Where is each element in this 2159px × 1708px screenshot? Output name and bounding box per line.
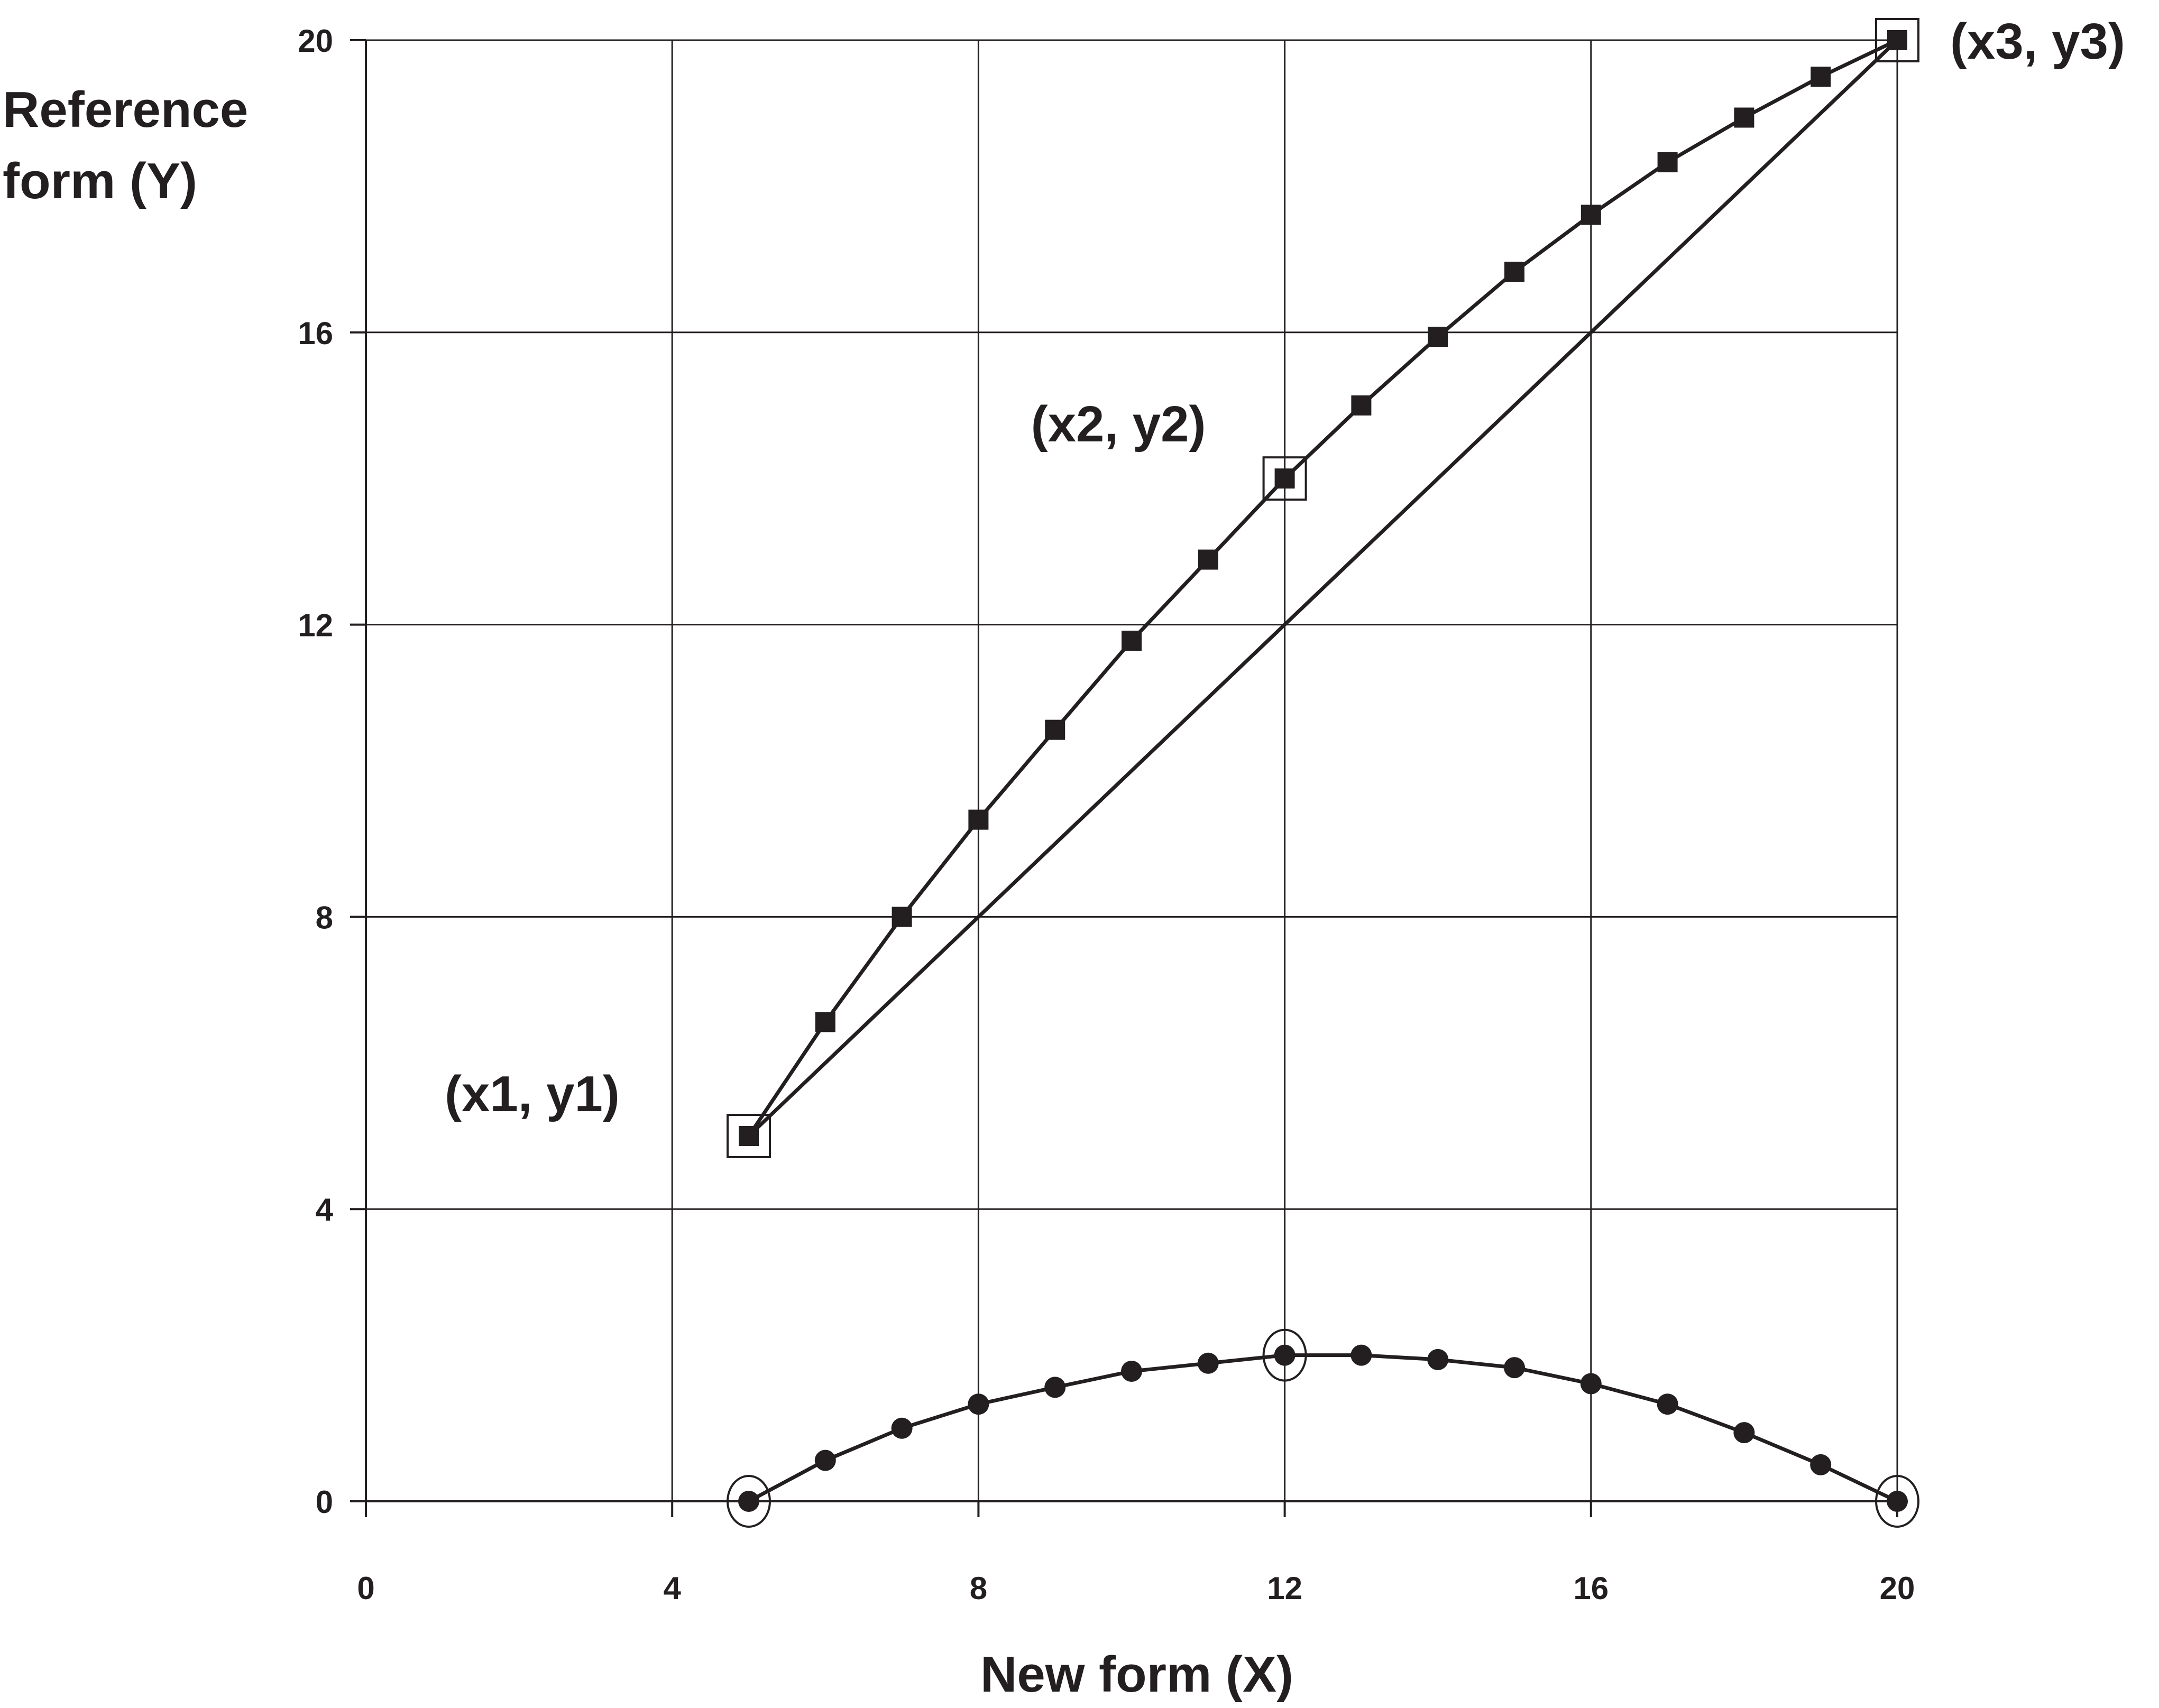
circle-marker [1733,1422,1755,1444]
highlight-circle [1262,1328,1307,1382]
circle-marker [1887,1491,1908,1512]
square-marker [739,1126,759,1146]
series [747,38,1899,1503]
square-marker [1428,327,1448,347]
highlight-box [1875,18,1919,62]
square-marker [892,907,912,927]
circle-marker [1580,1373,1602,1395]
square-marker [1887,30,1907,50]
circle-marker [1427,1349,1449,1370]
square-marker [1198,549,1218,570]
y-tick-label: 16 [298,316,333,351]
square-marker [968,809,989,830]
series-2-line [748,1353,1898,1503]
point-label: (x1, y1) [445,1066,620,1122]
x-tick-label: 12 [1267,1571,1302,1606]
square-marker [1122,631,1142,651]
circle-marker [891,1417,913,1439]
x-tick-label: 8 [970,1571,987,1606]
square-marker [1351,395,1372,416]
square-marker [1274,468,1295,489]
circle-marker [1810,1454,1832,1475]
square-marker [815,1012,835,1032]
y-tick-label: 12 [298,608,333,643]
point-label: (x2, y2) [1031,396,1206,453]
highlight-circle [1875,1475,1919,1528]
labels: (x1, y1) (x2, y2) (x3, y3) [445,13,2125,1122]
circle-marker [814,1450,836,1471]
grid [366,39,1898,1501]
square-marker [1045,719,1065,740]
circle-marker [1504,1357,1525,1379]
y-tick-label: 20 [298,23,333,59]
square-marker [1657,152,1678,172]
y-tick-label: 0 [316,1484,333,1520]
circle-marker [1121,1361,1142,1382]
series-0-line [747,38,1898,1137]
y-axis-title-line-1: Reference [3,81,248,138]
highlight-box [1262,456,1307,501]
square-marker [1504,262,1524,282]
circle-marker [968,1393,989,1415]
x-tick-label: 16 [1573,1571,1609,1606]
square-marker [1581,205,1601,225]
point-label: (x3, y3) [1950,13,2125,70]
y-axis-title-line-2: form (Y) [3,153,197,209]
highlight-circle [727,1475,771,1528]
y-tick-label: 8 [316,900,333,935]
circle-marker [738,1491,759,1512]
y-tick-label: 4 [316,1192,334,1227]
x-tick-label: 4 [664,1571,682,1606]
square-marker [1811,67,1831,87]
axes: 0 4 8 12 16 20 0 4 8 12 16 20 [298,23,1915,1606]
markers [727,18,1919,1528]
circle-marker [1657,1393,1678,1415]
x-axis-title: New form (X) [980,1646,1293,1703]
circle-marker [1350,1344,1372,1366]
circle-marker [1044,1377,1066,1398]
highlight-box [727,1114,771,1158]
circle-marker [1197,1352,1219,1374]
circle-marker [1274,1344,1296,1366]
x-tick-label: 20 [1880,1571,1915,1606]
series-1-line [747,39,1899,1138]
x-tick-label: 0 [357,1571,374,1606]
square-marker [1734,107,1754,128]
